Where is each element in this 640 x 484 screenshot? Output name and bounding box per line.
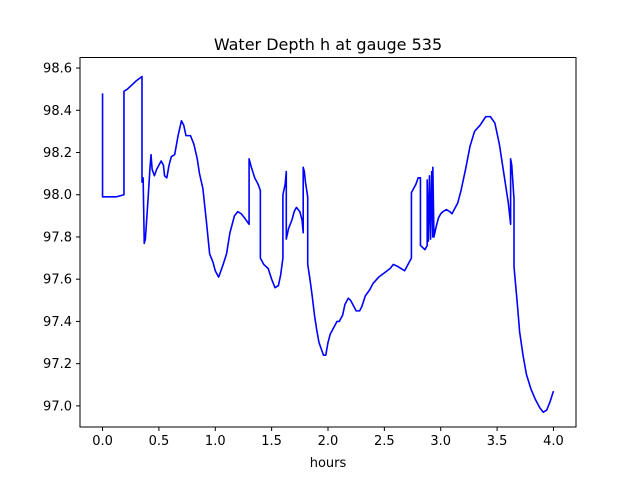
x-tick-label: 2.5	[374, 434, 395, 449]
y-axis-ticks: 97.0 97.2 97.4 97.6 97.8 98.0 98.2 98.4 98.6	[43, 62, 80, 414]
x-tick-label: 1.0	[205, 434, 226, 449]
series-line-0	[101, 75, 555, 414]
y-tick-label: 98.6	[43, 62, 72, 77]
y-tick-label: 98.4	[43, 104, 72, 119]
y-tick-label: 97.2	[43, 357, 72, 372]
plot-area	[101, 75, 555, 414]
x-tick-label: 3.0	[430, 434, 451, 449]
x-tick-label: 1.5	[261, 434, 282, 449]
y-tick-label: 98.0	[43, 188, 72, 203]
x-axis-ticks: 0.0 0.5 1.0 1.5 2.0 2.5 3.0 3.5 4.0	[92, 427, 564, 449]
y-tick-label: 97.6	[43, 273, 72, 288]
x-tick-label: 2.0	[318, 434, 339, 449]
y-tick-label: 97.4	[43, 315, 72, 330]
x-tick-label: 0.0	[92, 434, 113, 449]
y-tick-label: 98.2	[43, 146, 72, 161]
y-tick-label: 97.0	[43, 399, 72, 414]
axes-frame	[79, 57, 577, 428]
x-tick-label: 4.0	[543, 434, 564, 449]
x-tick-label: 0.5	[149, 434, 170, 449]
x-tick-label: 3.5	[487, 434, 508, 449]
chart-title: Water Depth h at gauge 535	[214, 35, 442, 54]
x-axis-label: hours	[310, 456, 347, 471]
y-tick-label: 97.8	[43, 230, 72, 245]
